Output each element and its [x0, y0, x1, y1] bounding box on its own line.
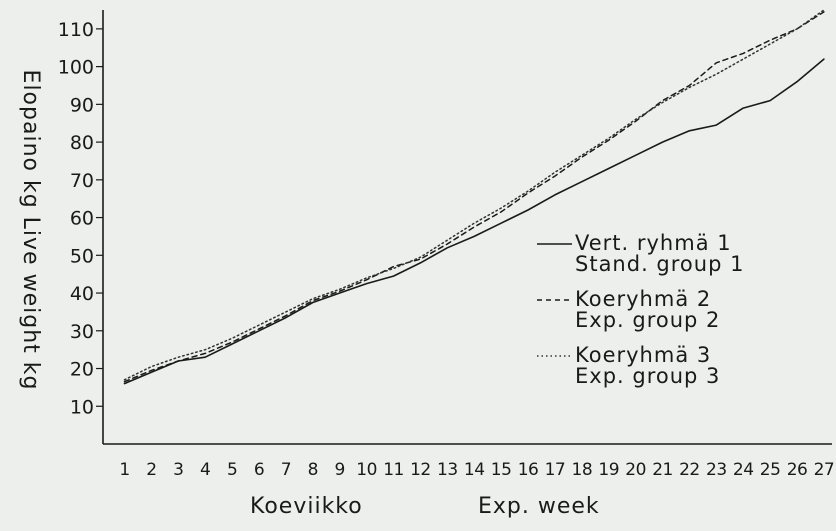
y-tick-label: 30	[70, 321, 94, 343]
x-tick-label: 6	[254, 460, 264, 480]
x-tick-label: 23	[706, 460, 727, 480]
x-tick-label: 7	[281, 460, 291, 480]
y-tick-label: 60	[70, 208, 94, 230]
x-tick-label: 27	[814, 460, 835, 480]
x-ticks: 1 2 3 4 5 6 7 8 9 10 11 12 13 14 15 16 17 18 19 20 21 22 23 24 2…	[119, 460, 834, 480]
y-tick-label: 40	[70, 283, 94, 305]
y-tick-label: 90	[70, 94, 94, 116]
x-tick-label: 17	[545, 460, 566, 480]
y-tick-label: 110	[58, 19, 94, 41]
x-tick-label: 24	[733, 460, 754, 480]
x-tick-label: 20	[625, 460, 646, 480]
x-tick-label: 2	[146, 460, 156, 480]
x-tick-label: 26	[787, 460, 808, 480]
legend-label: Exp. group 2	[575, 308, 720, 332]
series-group	[123, 9, 825, 385]
x-axis-title-left: Koeviikko	[250, 494, 363, 519]
x-tick-label: 25	[760, 460, 781, 480]
y-tick-label: 20	[70, 359, 94, 381]
x-tick-label: 8	[308, 460, 318, 480]
x-tick-label: 1	[119, 460, 129, 480]
x-tick-label: 22	[679, 460, 700, 480]
x-tick-label: 15	[491, 460, 512, 480]
x-tick-label: 9	[335, 460, 345, 480]
x-tick-label: 5	[227, 460, 237, 480]
x-tick-label: 13	[437, 460, 458, 480]
y-tick-label: 10	[70, 396, 94, 418]
y-axis-title: Elopaino kg Live weight kg	[18, 70, 43, 391]
y-tick-label: 50	[70, 245, 94, 267]
legend-label: Koeryhmä 3	[575, 343, 711, 367]
x-tick-label: 11	[383, 460, 404, 480]
x-tick-label: 10	[356, 460, 377, 480]
legend-label: Exp. group 3	[575, 364, 720, 388]
x-tick-label: 4	[200, 460, 210, 480]
x-tick-label: 3	[173, 460, 183, 480]
y-ticks: 10 20 30 40 50 60 70 80 90 100 110	[58, 19, 103, 418]
legend-label: Stand. group 1	[575, 252, 744, 276]
y-tick-label: 70	[70, 170, 94, 192]
x-tick-label: 16	[518, 460, 539, 480]
x-tick-label: 12	[410, 460, 431, 480]
legend-label: Vert. ryhmä 1	[575, 231, 732, 255]
x-tick-label: 18	[572, 460, 593, 480]
series-line-3	[123, 9, 825, 381]
chart-axes	[102, 10, 832, 445]
series-line-1	[123, 58, 825, 385]
x-tick-label: 14	[464, 460, 485, 480]
x-tick-label: 19	[598, 460, 619, 480]
legend-label: Koeryhmä 2	[575, 287, 711, 311]
x-axis-title-right: Exp. week	[478, 494, 600, 519]
y-tick-label: 100	[58, 57, 94, 79]
y-tick-label: 80	[70, 132, 94, 154]
x-tick-label: 21	[652, 460, 673, 480]
